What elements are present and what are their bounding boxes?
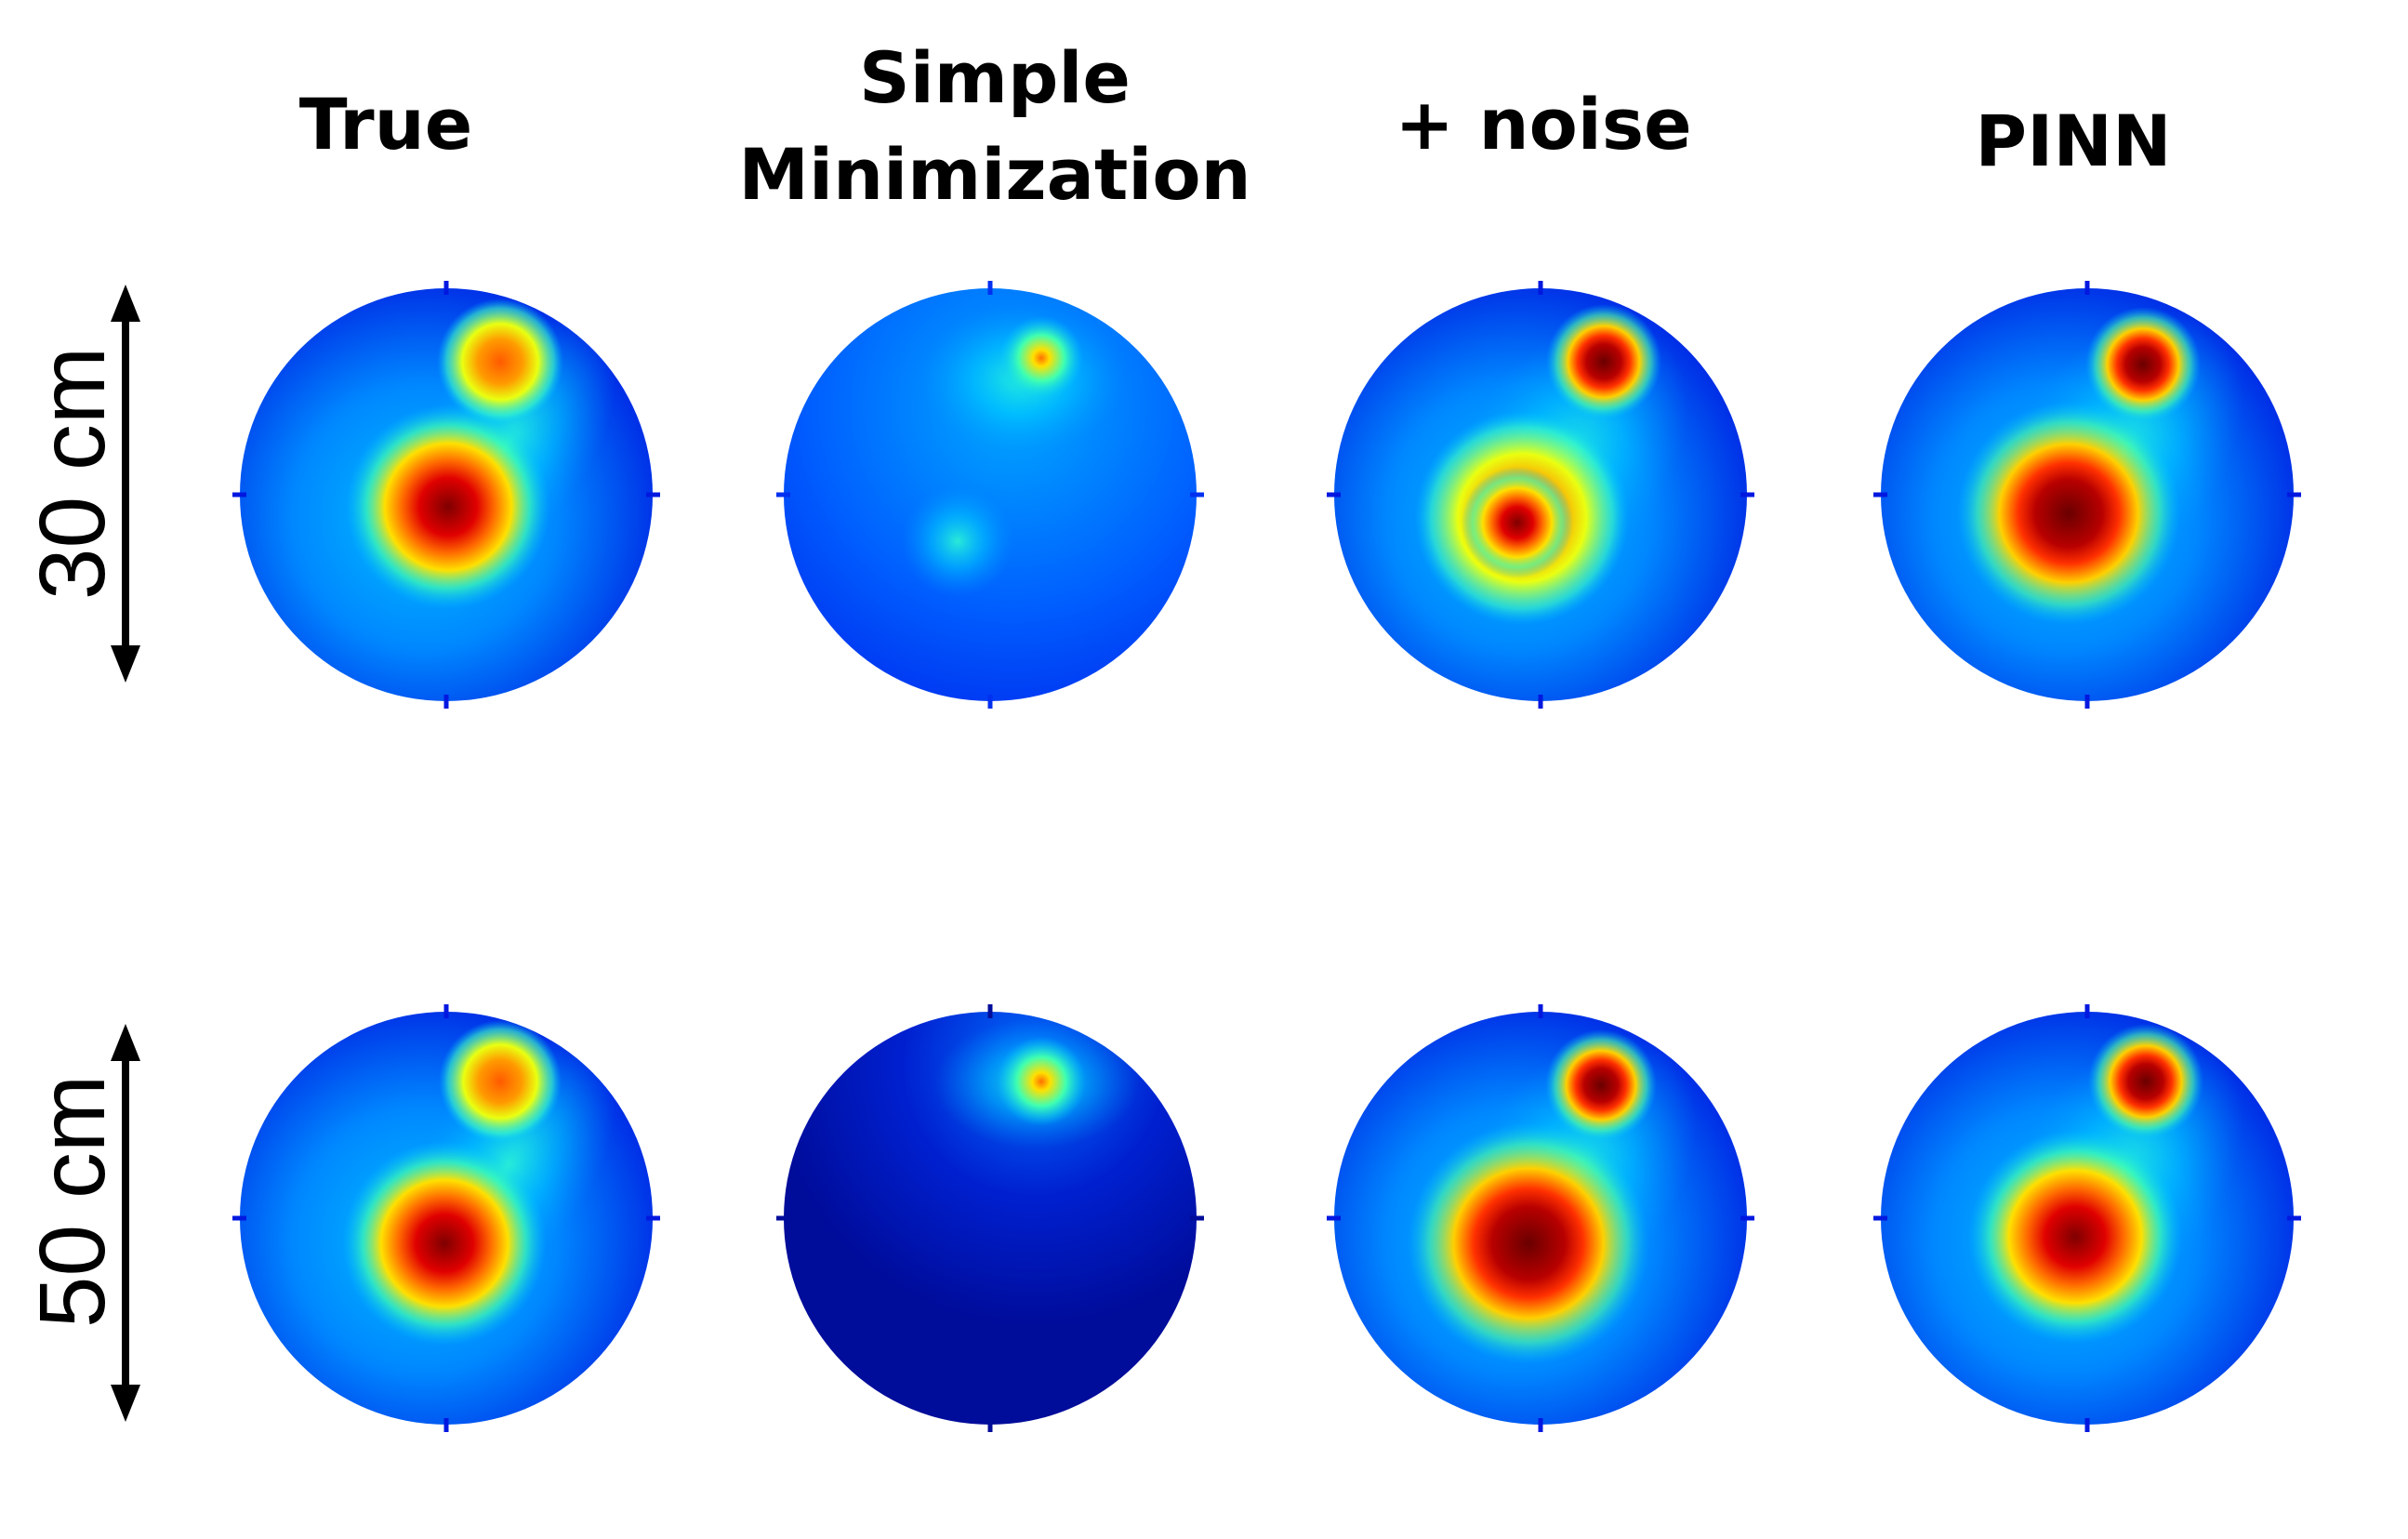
map-noise-30cm [1322, 276, 1759, 713]
map-pinn-50cm [1869, 1000, 2306, 1437]
column-title-line: Minimization [738, 133, 1251, 216]
map-true-30cm [228, 276, 665, 713]
scale-arrow-50cm [111, 1024, 140, 1422]
map-simple-minimization-50cm [772, 1000, 1209, 1437]
map-noise-50cm [1322, 1000, 1759, 1437]
column-title-line: True [298, 83, 473, 166]
column-title-simple-minimization: Simple Minimization [716, 30, 1274, 223]
column-title-line: Simple [859, 36, 1131, 119]
map-pinn-30cm [1869, 276, 2306, 713]
column-title-line: + noise [1395, 83, 1692, 166]
column-title-true: True [200, 76, 572, 173]
map-true-50cm [228, 1000, 665, 1437]
column-title-pinn: PINN [1887, 93, 2259, 190]
map-simple-minimization-30cm [772, 276, 1209, 713]
scale-arrow-30cm [111, 285, 140, 683]
column-title-line: PINN [1975, 100, 2172, 182]
column-title-noise: + noise [1357, 76, 1729, 173]
